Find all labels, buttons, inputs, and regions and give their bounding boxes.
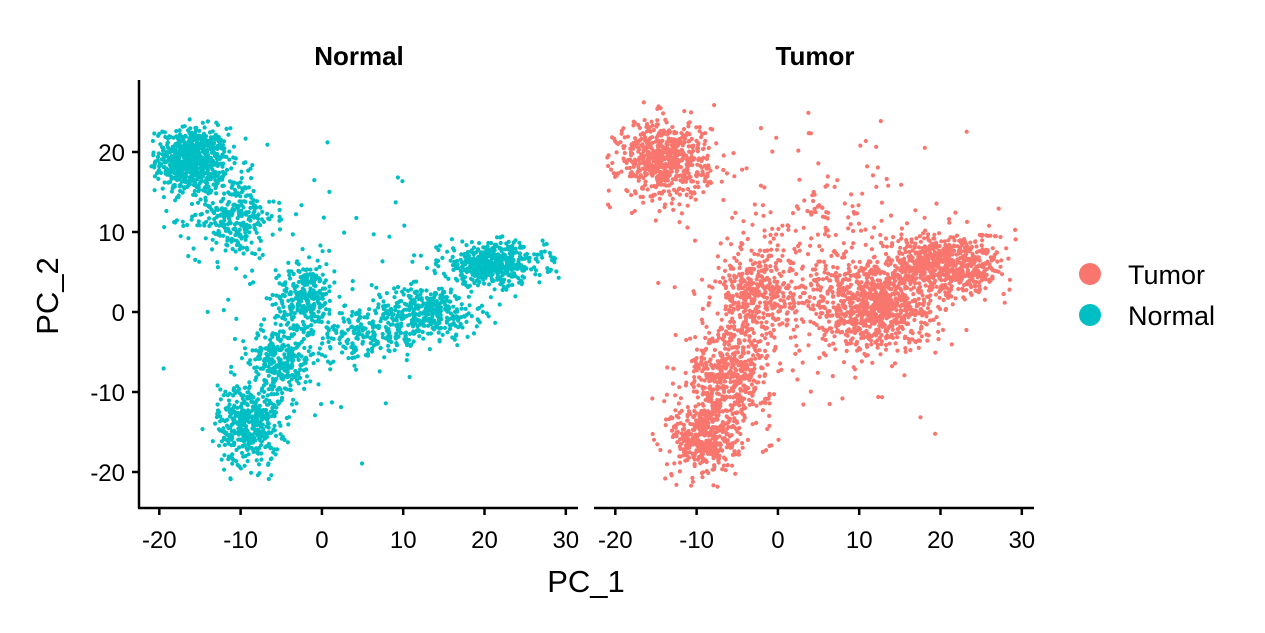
x-axis-ticks-normal: -20 -10 0 10 20 30: [142, 508, 579, 554]
x-tick-label: 10: [846, 527, 873, 554]
panel-title-normal: Normal: [314, 41, 404, 71]
x-tick-label: -10: [223, 527, 258, 554]
legend: Tumor Normal: [1079, 260, 1215, 331]
legend-label-tumor: Tumor: [1128, 260, 1205, 290]
legend-key-normal: [1079, 304, 1101, 326]
x-tick-label: 20: [471, 527, 498, 554]
x-tick-label: 10: [390, 527, 417, 554]
scatter-points-tumor: [605, 100, 1018, 489]
legend-label-normal: Normal: [1128, 301, 1215, 331]
y-tick-label: -10: [90, 380, 125, 407]
y-tick-label: 20: [98, 140, 125, 167]
x-axis-title: PC_1: [547, 564, 625, 599]
x-tick-label: 0: [315, 527, 328, 554]
x-tick-label: 30: [1008, 527, 1035, 554]
panel-title-tumor: Tumor: [776, 41, 855, 71]
y-tick-label: 10: [98, 220, 125, 247]
x-tick-label: -10: [679, 527, 714, 554]
panel-tumor: Tumor -20 -10 0 10 20 30: [594, 41, 1035, 554]
y-axis-ticks: -20 -10 0 10 20: [90, 140, 139, 487]
x-tick-label: -20: [598, 527, 633, 554]
x-axis-ticks-tumor: -20 -10 0 10 20 30: [598, 508, 1035, 554]
y-axis-title: PC_2: [30, 257, 65, 335]
x-tick-label: -20: [142, 527, 177, 554]
x-tick-label: 0: [771, 527, 784, 554]
points-tumor: [605, 100, 1018, 489]
legend-key-tumor: [1079, 263, 1101, 285]
x-tick-label: 20: [927, 527, 954, 554]
points-normal: [149, 117, 561, 482]
y-tick-label: 0: [112, 300, 125, 327]
x-tick-label: 30: [552, 527, 579, 554]
scatter-points-normal: [149, 117, 561, 482]
panel-normal: Normal -20 -10 0 10 20 -20 -10 0 10 20 30: [90, 41, 579, 554]
y-tick-label: -20: [90, 460, 125, 487]
